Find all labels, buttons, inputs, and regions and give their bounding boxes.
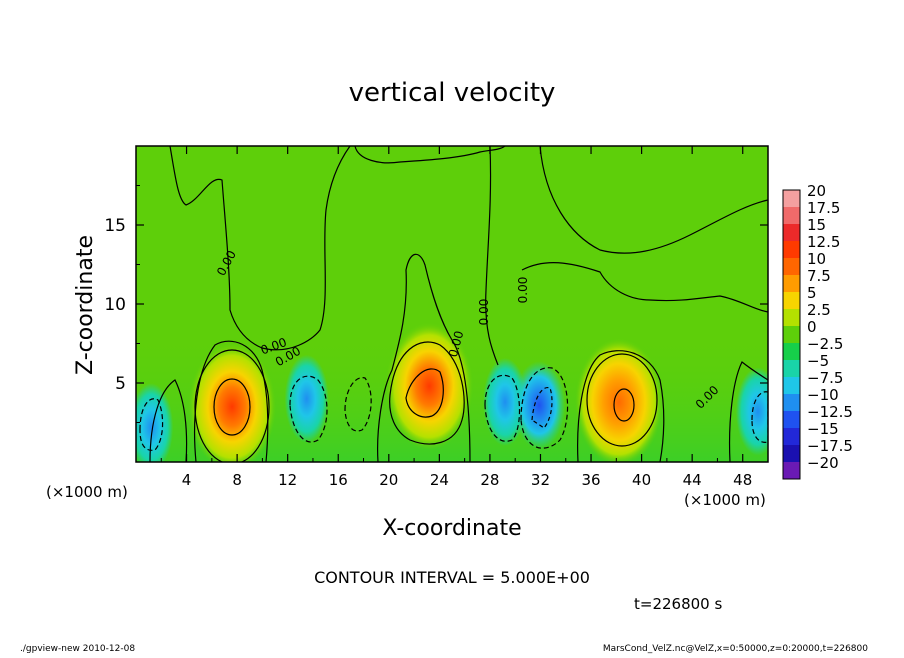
- colorbar-label: 5: [807, 284, 817, 302]
- colorbar-label: −12.5: [807, 403, 853, 421]
- colorbar-swatch: [783, 309, 800, 326]
- colorbar-label: 10: [807, 250, 826, 268]
- zero-contour: [354, 146, 506, 164]
- x-tick-label: 4: [182, 471, 192, 489]
- colorbar-label: 7.5: [807, 267, 831, 285]
- downdraft-cell: [513, 361, 566, 450]
- zero-contour: [149, 379, 188, 462]
- contour-5: [577, 350, 665, 462]
- y-tick-label: 10: [104, 295, 126, 315]
- colorbar-label: 12.5: [807, 233, 840, 251]
- colorbar-label: −5: [807, 352, 829, 370]
- x-tick-label: 44: [683, 471, 702, 489]
- colorbar-swatch: [783, 428, 800, 445]
- x-tick-label: 40: [632, 471, 651, 489]
- contour-10: [405, 368, 444, 418]
- updraft-cell: [188, 342, 277, 462]
- contour-5: [586, 353, 658, 447]
- plot-area: 0.000.000.00 0.000.000.000.00: [136, 146, 768, 462]
- colorbar-label: 2.5: [807, 301, 831, 319]
- updraft-cell: [574, 337, 663, 462]
- colorbar-swatch: [783, 394, 800, 411]
- colorbar-swatch: [783, 411, 800, 428]
- chart-title: vertical velocity: [349, 78, 556, 108]
- contour-5: [194, 349, 270, 462]
- colorbar-swatch: [783, 258, 800, 275]
- x-tick-label: 20: [379, 471, 398, 489]
- contour-5: [377, 253, 471, 462]
- downdraft-cell: [735, 367, 768, 456]
- time-label: t=226800 s: [634, 595, 722, 613]
- colorbar-swatch: [783, 275, 800, 292]
- footer-left: ./gpview-new 2010-12-08: [20, 644, 135, 654]
- x-axis-label: X-coordinate: [382, 516, 521, 541]
- x-tick-label: 36: [581, 471, 600, 489]
- colorbar: 2017.51512.5107.552.50−2.5−5−7.5−10−12.5…: [782, 182, 853, 480]
- y-tick-label: 5: [115, 374, 126, 394]
- y-axis: 5 10 15: [104, 185, 768, 423]
- contour-10: [613, 388, 635, 422]
- colorbar-label: 17.5: [807, 199, 840, 217]
- updraft-cell: [385, 322, 474, 451]
- zero-contour: [728, 361, 768, 462]
- contour-neg: [484, 374, 521, 442]
- colorbar-label: 20: [807, 182, 826, 200]
- zero-contour: [521, 262, 768, 313]
- contour-label: 0.00: [516, 277, 530, 304]
- x-axis-unit: (×1000 m): [46, 483, 128, 501]
- x-tick-label: 32: [531, 471, 550, 489]
- contour-interval: CONTOUR INTERVAL = 5.000E+00: [314, 568, 590, 587]
- zero-contour: [539, 146, 768, 254]
- colorbar-swatch: [783, 360, 800, 377]
- downdraft-cell: [136, 383, 174, 462]
- contour-neg: [344, 377, 372, 432]
- contour-10: [213, 378, 251, 436]
- colorbar-frame: [782, 189, 801, 480]
- contour-neg: [751, 391, 768, 443]
- contour-label: 0.00: [446, 329, 466, 358]
- colorbar-label: −17.5: [807, 437, 853, 455]
- x-tick-label: 24: [430, 471, 449, 489]
- colorbar-label: −7.5: [807, 369, 843, 387]
- contour-neg: [139, 398, 164, 451]
- downdraft-cell: [284, 354, 329, 443]
- x-tick-label: 16: [329, 471, 348, 489]
- colorbar-swatch: [783, 207, 800, 224]
- contour-neg: [520, 367, 569, 449]
- colorbar-swatch: [783, 190, 800, 207]
- colorbar-swatch: [783, 343, 800, 360]
- colorbar-label: 0: [807, 318, 817, 336]
- x-tick-label: 12: [278, 471, 297, 489]
- colorbar-label: 15: [807, 216, 826, 234]
- colorbar-swatch: [783, 445, 800, 462]
- contour-5: [389, 341, 465, 445]
- x-tick-label: 8: [232, 471, 242, 489]
- colorbar-label: −20: [807, 454, 839, 472]
- x-axis-unit-right: (×1000 m): [684, 491, 766, 509]
- y-tick-label: 15: [104, 216, 126, 236]
- colorbar-swatch: [783, 224, 800, 241]
- x-axis: 4 8 12 16 20 24 28 32 36 40 44 48: [160, 146, 752, 489]
- colorbar-label: −2.5: [807, 335, 843, 353]
- contour-lines: [139, 146, 768, 462]
- contour-neg: [289, 375, 328, 443]
- colorbar-swatch: [783, 292, 800, 309]
- zero-contour: [485, 146, 499, 366]
- colorbar-label: −15: [807, 420, 839, 438]
- x-tick-label: 48: [733, 471, 752, 489]
- footer-right: MarsCond_VelZ.nc@VelZ,x=0:50000,z=0:2000…: [603, 644, 868, 654]
- colorbar-swatch: [783, 377, 800, 394]
- colorbar-swatch: [783, 462, 800, 479]
- contour-5: [194, 340, 269, 462]
- zero-contour: [169, 146, 351, 351]
- y-axis-label: Z-coordinate: [73, 235, 98, 375]
- x-tick-label: 28: [480, 471, 499, 489]
- colorbar-swatch: [783, 326, 800, 343]
- colorbar-swatch: [783, 241, 800, 258]
- colorbar-label: −10: [807, 386, 839, 404]
- contour-label: 0.00: [477, 299, 491, 326]
- contour-neg-10: [531, 387, 553, 429]
